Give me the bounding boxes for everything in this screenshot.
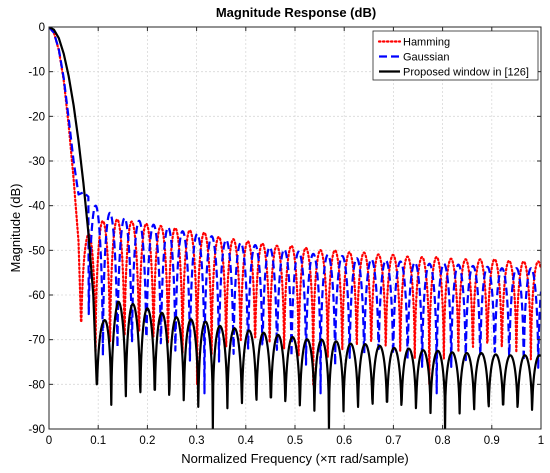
series-line-gaussian <box>49 27 541 395</box>
x-tick-label: 0.6 <box>336 435 352 447</box>
legend-box <box>372 30 539 81</box>
x-tick-label: 0.3 <box>189 435 205 447</box>
x-tick-label: 0.4 <box>238 435 255 447</box>
y-axis-label: Magnitude (dB) <box>8 184 23 273</box>
y-axis-ticks: 0 -10 -20 -30 -40 -50 -60 -70 -80 -90 <box>28 22 541 436</box>
legend-label-hamming: Hamming <box>403 37 450 49</box>
legend-label-proposed-window: Proposed window in [126] <box>403 67 529 79</box>
series-lines <box>49 27 541 429</box>
y-tick-label: -20 <box>28 111 45 123</box>
y-tick-label: -90 <box>28 424 45 436</box>
x-tick-label: 0.1 <box>90 435 106 447</box>
x-axis-label: Normalized Frequency (×π rad/sample) <box>181 451 409 466</box>
x-tick-label: 0.7 <box>385 435 401 447</box>
x-tick-label: 0.9 <box>484 435 500 447</box>
x-axis-ticks: 0 0.1 0.2 0.3 0.4 0.5 0.6 0.7 0.8 0.9 1 <box>46 27 544 447</box>
y-tick-label: -10 <box>28 67 45 79</box>
y-tick-label: 0 <box>39 22 45 34</box>
x-tick-label: 0 <box>46 435 52 447</box>
x-tick-label: 0.8 <box>435 435 451 447</box>
y-tick-label: -60 <box>28 290 45 302</box>
y-tick-label: -80 <box>28 379 45 391</box>
y-tick-label: -40 <box>28 201 45 213</box>
y-tick-label: -30 <box>28 156 45 168</box>
y-tick-label: -70 <box>28 335 45 347</box>
y-tick-label: -50 <box>28 245 45 257</box>
x-tick-label: 0.5 <box>287 435 303 447</box>
x-tick-label: 1 <box>538 435 544 447</box>
x-tick-label: 0.2 <box>139 435 155 447</box>
legend: Hamming Gaussian Proposed window in [126… <box>372 30 539 81</box>
chart-title: Magnitude Response (dB) <box>216 5 376 20</box>
series-line-proposed-window-in-126 <box>49 27 541 429</box>
legend-label-gaussian: Gaussian <box>403 52 449 64</box>
